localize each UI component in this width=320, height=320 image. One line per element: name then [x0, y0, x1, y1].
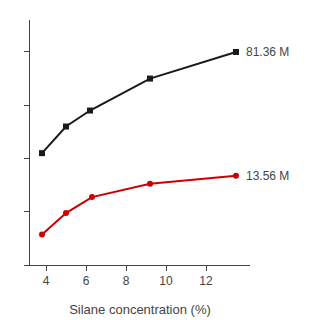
- svg-text:8: 8: [123, 274, 130, 288]
- svg-text:10: 10: [159, 274, 173, 288]
- svg-text:6: 6: [83, 274, 90, 288]
- svg-text:81.36 M: 81.36 M: [246, 45, 289, 59]
- svg-text:Silane concentration (%): Silane concentration (%): [69, 302, 211, 317]
- svg-text:4: 4: [43, 274, 50, 288]
- svg-text:13.56 M: 13.56 M: [246, 169, 289, 183]
- svg-text:12: 12: [199, 274, 213, 288]
